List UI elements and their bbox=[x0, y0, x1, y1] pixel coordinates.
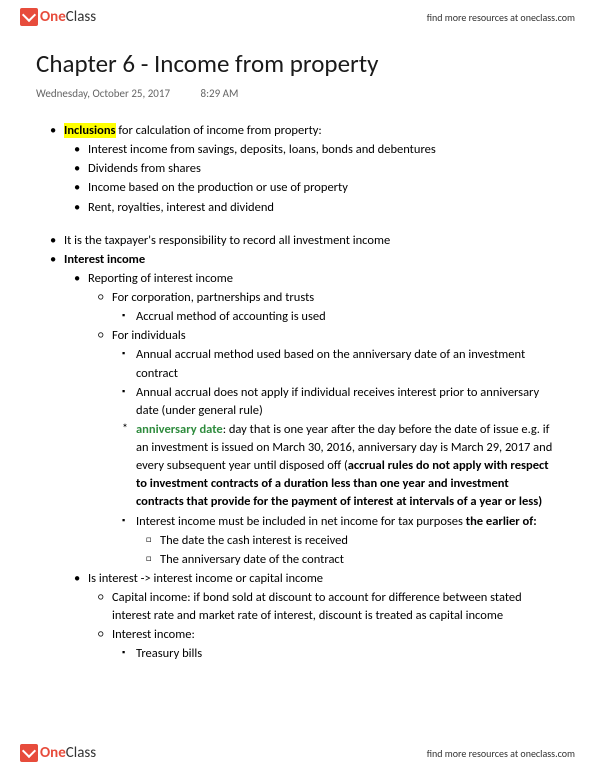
header-tagline[interactable]: find more resources at oneclass.com bbox=[427, 11, 575, 24]
logo-icon bbox=[20, 744, 38, 762]
note-item: Reporting of interest income bbox=[36, 270, 559, 288]
note-item: Interest income from savings, deposits, … bbox=[36, 141, 559, 159]
document-meta: Wednesday, October 25, 2017 8:29 AM bbox=[36, 87, 559, 100]
logo-text: OneClass bbox=[40, 8, 96, 26]
page-footer: OneClass find more resources at oneclass… bbox=[0, 740, 595, 770]
brand-logo-footer: OneClass bbox=[20, 744, 96, 762]
logo-icon bbox=[20, 8, 38, 26]
note-item: Interest income: bbox=[36, 626, 559, 644]
logo-one: One bbox=[40, 8, 66, 26]
document-content: Chapter 6 - Income from property Wednesd… bbox=[0, 30, 595, 664]
must-text: Interest income must be included in net … bbox=[136, 514, 466, 529]
bold-text: the earlier of: bbox=[466, 514, 537, 529]
note-interest-income: Interest income bbox=[36, 251, 559, 269]
note-item: Dividends from shares bbox=[36, 160, 559, 178]
note-item: The anniversary date of the contract bbox=[36, 551, 559, 569]
note-item: Is interest -> interest income or capita… bbox=[36, 570, 559, 588]
note-item: The date the cash interest is received bbox=[36, 532, 559, 550]
logo-one: One bbox=[40, 744, 66, 762]
note-item: Interest income must be included in net … bbox=[36, 513, 559, 531]
footer-tagline[interactable]: find more resources at oneclass.com bbox=[427, 747, 575, 760]
note-inclusions: Inclusions for calculation of income fro… bbox=[36, 122, 559, 140]
note-item: Rent, royalties, interest and dividend bbox=[36, 199, 559, 217]
note-item: For corporation, partnerships and trusts bbox=[36, 289, 559, 307]
page-header: OneClass find more resources at oneclass… bbox=[0, 0, 595, 30]
bold-text: Interest income bbox=[64, 252, 145, 267]
brand-logo: OneClass bbox=[20, 8, 96, 26]
logo-class: Class bbox=[66, 8, 96, 26]
notes-list: Inclusions for calculation of income fro… bbox=[36, 122, 559, 664]
inclusions-rest: for calculation of income from property: bbox=[116, 123, 322, 138]
green-text: anniversary date bbox=[136, 422, 223, 437]
logo-class: Class bbox=[66, 744, 96, 762]
page-title: Chapter 6 - Income from property bbox=[36, 48, 559, 79]
highlight-inclusions: Inclusions bbox=[64, 123, 116, 138]
meta-date: Wednesday, October 25, 2017 bbox=[36, 87, 170, 100]
note-item: Capital income: if bond sold at discount… bbox=[36, 589, 559, 625]
note-item: Treasury bills bbox=[36, 645, 559, 663]
logo-text: OneClass bbox=[40, 744, 96, 762]
note-item: It is the taxpayer's responsibility to r… bbox=[36, 232, 559, 250]
note-item: Income based on the production or use of… bbox=[36, 179, 559, 197]
note-item: Annual accrual does not apply if individ… bbox=[36, 384, 559, 420]
meta-time: 8:29 AM bbox=[201, 87, 239, 100]
note-item: Accrual method of accounting is used bbox=[36, 308, 559, 326]
note-item: Annual accrual method used based on the … bbox=[36, 346, 559, 382]
note-item: For individuals bbox=[36, 327, 559, 345]
note-anniversary: anniversary date: day that is one year a… bbox=[36, 421, 559, 512]
spacer bbox=[36, 218, 559, 232]
